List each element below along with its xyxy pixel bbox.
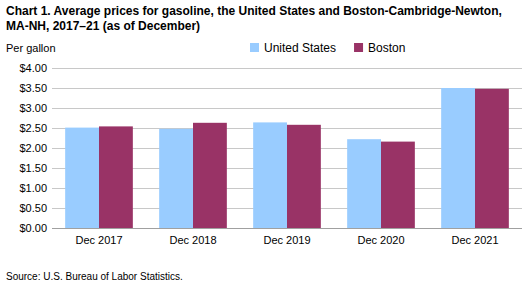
bar xyxy=(159,129,193,228)
x-tick-label: Dec 2017 xyxy=(75,234,122,246)
bars xyxy=(65,88,509,228)
legend-label: United States xyxy=(264,41,336,55)
x-tick-label: Dec 2020 xyxy=(357,234,404,246)
y-tick-label: $2.00 xyxy=(19,142,47,154)
x-tick-label: Dec 2021 xyxy=(451,234,498,246)
y-tick-label: $1.00 xyxy=(19,182,47,194)
legend-label: Boston xyxy=(368,41,405,55)
bar xyxy=(193,123,227,228)
y-tick-label: $0.00 xyxy=(19,222,47,234)
y-axis-label: Per gallon xyxy=(6,42,56,54)
chart: Per gallon $0.00 $0.50 $1.00 $1.50 $2.00 $2.50… xyxy=(0,0,529,287)
x-tick-label: Dec 2019 xyxy=(263,234,310,246)
legend-swatch xyxy=(354,43,363,52)
y-tick-label: $1.50 xyxy=(19,162,47,174)
bar xyxy=(475,89,509,228)
x-axis-line xyxy=(52,228,522,229)
grid xyxy=(52,68,522,228)
bar xyxy=(253,122,287,228)
y-tick-label: $0.50 xyxy=(19,202,47,214)
bar xyxy=(287,125,321,228)
grid-line xyxy=(52,68,522,69)
grid-line xyxy=(52,228,522,229)
bar xyxy=(347,139,381,228)
bar xyxy=(99,126,133,228)
legend-swatch xyxy=(250,43,259,52)
bar xyxy=(381,142,415,228)
bar xyxy=(441,88,475,228)
title: Chart 1. Average prices for gasoline, th… xyxy=(6,4,506,34)
y-tick-label: $3.00 xyxy=(19,102,47,114)
x-tick-label: Dec 2018 xyxy=(169,234,216,246)
source-note: Source: U.S. Bureau of Labor Statistics. xyxy=(6,271,183,282)
legend: United States Boston xyxy=(250,41,405,55)
y-tick-label: $4.00 xyxy=(19,62,47,74)
bar xyxy=(65,128,99,228)
y-tick-label: $2.50 xyxy=(19,122,47,134)
y-tick-label: $3.50 xyxy=(19,82,47,94)
